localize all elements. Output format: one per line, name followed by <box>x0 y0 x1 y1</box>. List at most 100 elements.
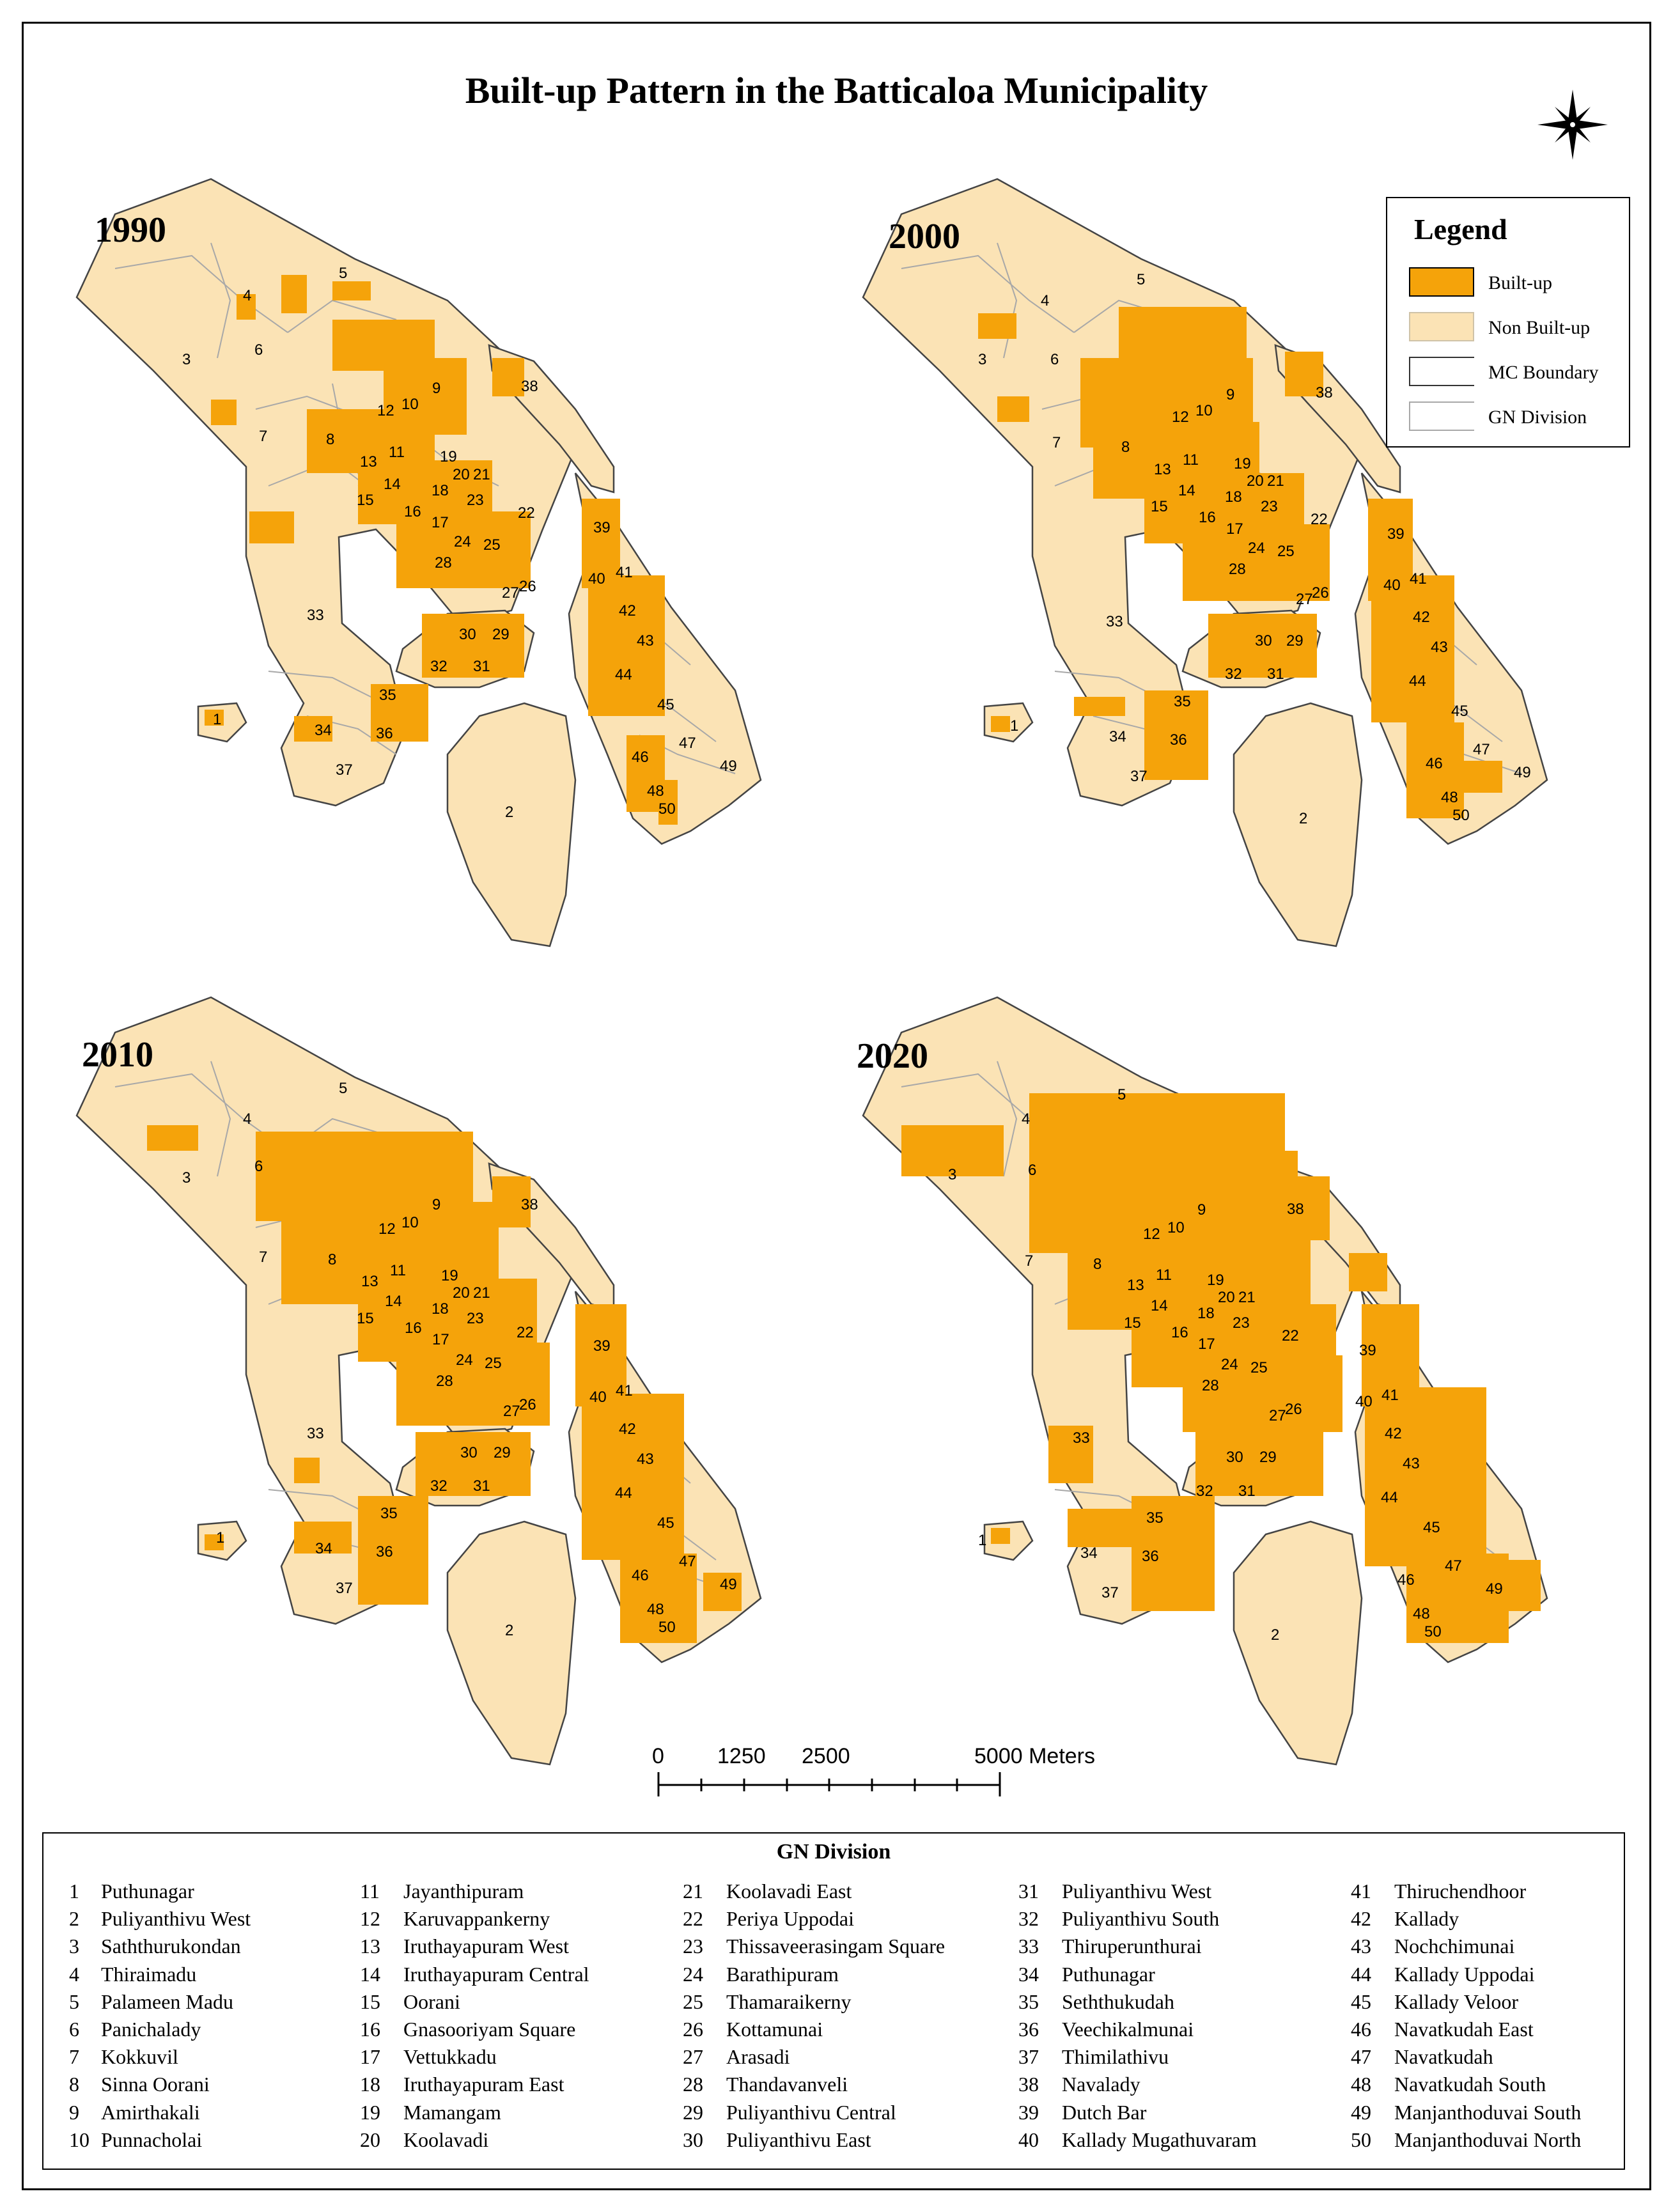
gn-item: 46 Navatkudah East <box>1351 2018 1581 2045</box>
svg-text:42: 42 <box>619 1421 636 1438</box>
svg-text:44: 44 <box>615 1484 632 1502</box>
gn-item: 29 Puliyanthivu Central <box>683 2101 945 2128</box>
svg-text:14: 14 <box>384 476 401 493</box>
svg-text:30: 30 <box>1226 1449 1243 1466</box>
svg-text:11: 11 <box>1183 451 1199 469</box>
gn-item: 1 Puthunagar <box>69 1880 251 1907</box>
svg-text:35: 35 <box>380 1505 398 1522</box>
gn-item: 6 Panichalady <box>69 2018 251 2045</box>
gn-item-name: Navatkudah East <box>1394 2017 1534 2041</box>
svg-text:41: 41 <box>616 1382 633 1399</box>
gn-item-number: 26 <box>683 2017 703 2041</box>
gn-item-number: 50 <box>1351 2128 1371 2151</box>
gn-item: 18 Iruthayapuram East <box>360 2073 589 2100</box>
gn-item-number: 21 <box>683 1880 703 1903</box>
svg-text:15: 15 <box>1151 498 1168 515</box>
svg-text:30: 30 <box>460 1444 478 1461</box>
svg-text:45: 45 <box>1423 1519 1440 1536</box>
gn-item-number: 38 <box>1018 2073 1039 2096</box>
svg-text:38: 38 <box>1287 1201 1304 1218</box>
gn-item-name: Jayanthipuram <box>403 1880 524 1903</box>
gn-item-name: Seththukudah <box>1062 1990 1174 2013</box>
map-frame <box>22 22 1651 2190</box>
svg-text:13: 13 <box>1154 461 1171 478</box>
svg-text:8: 8 <box>328 1251 336 1268</box>
legend: Legend Built-up Non Built-up MC Boundary… <box>1386 197 1630 448</box>
gn-item-name: Navatkudah South <box>1394 2073 1546 2096</box>
gn-item-name: Saththurukondan <box>101 1935 241 1958</box>
gn-item-name: Navalady <box>1062 2073 1140 2096</box>
svg-text:27: 27 <box>1296 591 1313 608</box>
legend-label-mc-boundary: MC Boundary <box>1488 362 1599 383</box>
gn-table-title: GN Division <box>776 1840 891 1864</box>
svg-text:5: 5 <box>339 265 347 282</box>
svg-text:11: 11 <box>390 1262 406 1279</box>
gn-item-name: Dutch Bar <box>1062 2100 1147 2124</box>
gn-item-number: 39 <box>1018 2100 1039 2124</box>
svg-text:12: 12 <box>1172 409 1189 426</box>
gn-item-number: 43 <box>1351 1935 1371 1958</box>
gn-item-number: 30 <box>683 2128 703 2151</box>
legend-title: Legend <box>1414 213 1507 245</box>
gn-item-name: Iruthayapuram Central <box>403 1962 589 1986</box>
gn-item-name: Barathipuram <box>726 1962 839 1986</box>
gn-item: 42 Kallady <box>1351 1907 1581 1935</box>
year-label-1990: 1990 <box>95 210 166 250</box>
svg-text:42: 42 <box>1385 1425 1402 1442</box>
gn-item: 7 Kokkuvil <box>69 2045 251 2073</box>
svg-text:48: 48 <box>647 1601 664 1618</box>
svg-text:40: 40 <box>1355 1393 1373 1410</box>
gn-item: 3 Saththurukondan <box>69 1935 251 1962</box>
svg-text:11: 11 <box>389 444 405 461</box>
gn-item-number: 44 <box>1351 1962 1371 1986</box>
svg-text:30: 30 <box>459 626 476 643</box>
svg-text:44: 44 <box>615 666 632 683</box>
svg-text:35: 35 <box>1146 1509 1163 1527</box>
gn-item-number: 32 <box>1018 1907 1039 1931</box>
svg-text:29: 29 <box>1286 632 1303 650</box>
gn-item-name: Thiraimadu <box>101 1962 197 1986</box>
svg-text:31: 31 <box>473 658 490 675</box>
svg-text:6: 6 <box>1050 351 1059 368</box>
gn-column-2: 11 Jayanthipuram 12 Karuvappankerny 13 Irutha… <box>360 1880 589 2156</box>
gn-item-name: Koolavadi <box>403 2128 489 2151</box>
svg-text:44: 44 <box>1409 673 1426 690</box>
svg-text:29: 29 <box>1259 1449 1277 1466</box>
svg-text:20: 20 <box>453 466 470 483</box>
svg-text:3: 3 <box>182 351 191 368</box>
svg-text:21: 21 <box>473 466 490 483</box>
svg-text:49: 49 <box>1486 1580 1503 1598</box>
svg-text:4: 4 <box>1041 292 1049 309</box>
svg-text:32: 32 <box>1225 666 1242 683</box>
svg-text:43: 43 <box>1431 639 1448 656</box>
gn-item-name: Kallady <box>1394 1907 1459 1931</box>
gn-item-name: Gnasooriyam Square <box>403 2017 576 2041</box>
svg-text:48: 48 <box>1413 1605 1430 1623</box>
gn-item-number: 17 <box>360 2045 380 2069</box>
svg-text:35: 35 <box>379 687 396 704</box>
svg-text:38: 38 <box>521 378 538 395</box>
svg-text:41: 41 <box>1381 1387 1399 1404</box>
svg-text:8: 8 <box>326 431 334 448</box>
gn-item-number: 35 <box>1018 1990 1039 2013</box>
scale-label-5000: 5000 Meters <box>974 1744 1095 1768</box>
svg-text:4: 4 <box>243 1110 251 1128</box>
gn-item-name: Thandavanveli <box>726 2073 848 2096</box>
svg-text:14: 14 <box>1151 1297 1168 1314</box>
svg-text:43: 43 <box>637 632 654 650</box>
svg-text:30: 30 <box>1255 632 1272 650</box>
gn-item-number: 12 <box>360 1907 380 1931</box>
gn-item-number: 16 <box>360 2017 380 2041</box>
gn-item: 20 Koolavadi <box>360 2128 589 2156</box>
svg-text:46: 46 <box>632 749 649 766</box>
svg-text:3: 3 <box>978 351 986 368</box>
gn-item-name: Periya Uppodai <box>726 1907 854 1931</box>
svg-text:7: 7 <box>1025 1252 1033 1270</box>
gn-item-number: 28 <box>683 2073 703 2096</box>
gn-item-number: 42 <box>1351 1907 1371 1931</box>
svg-text:23: 23 <box>1261 498 1278 515</box>
svg-text:18: 18 <box>432 1300 449 1318</box>
svg-text:14: 14 <box>385 1293 402 1310</box>
svg-text:14: 14 <box>1178 482 1195 499</box>
